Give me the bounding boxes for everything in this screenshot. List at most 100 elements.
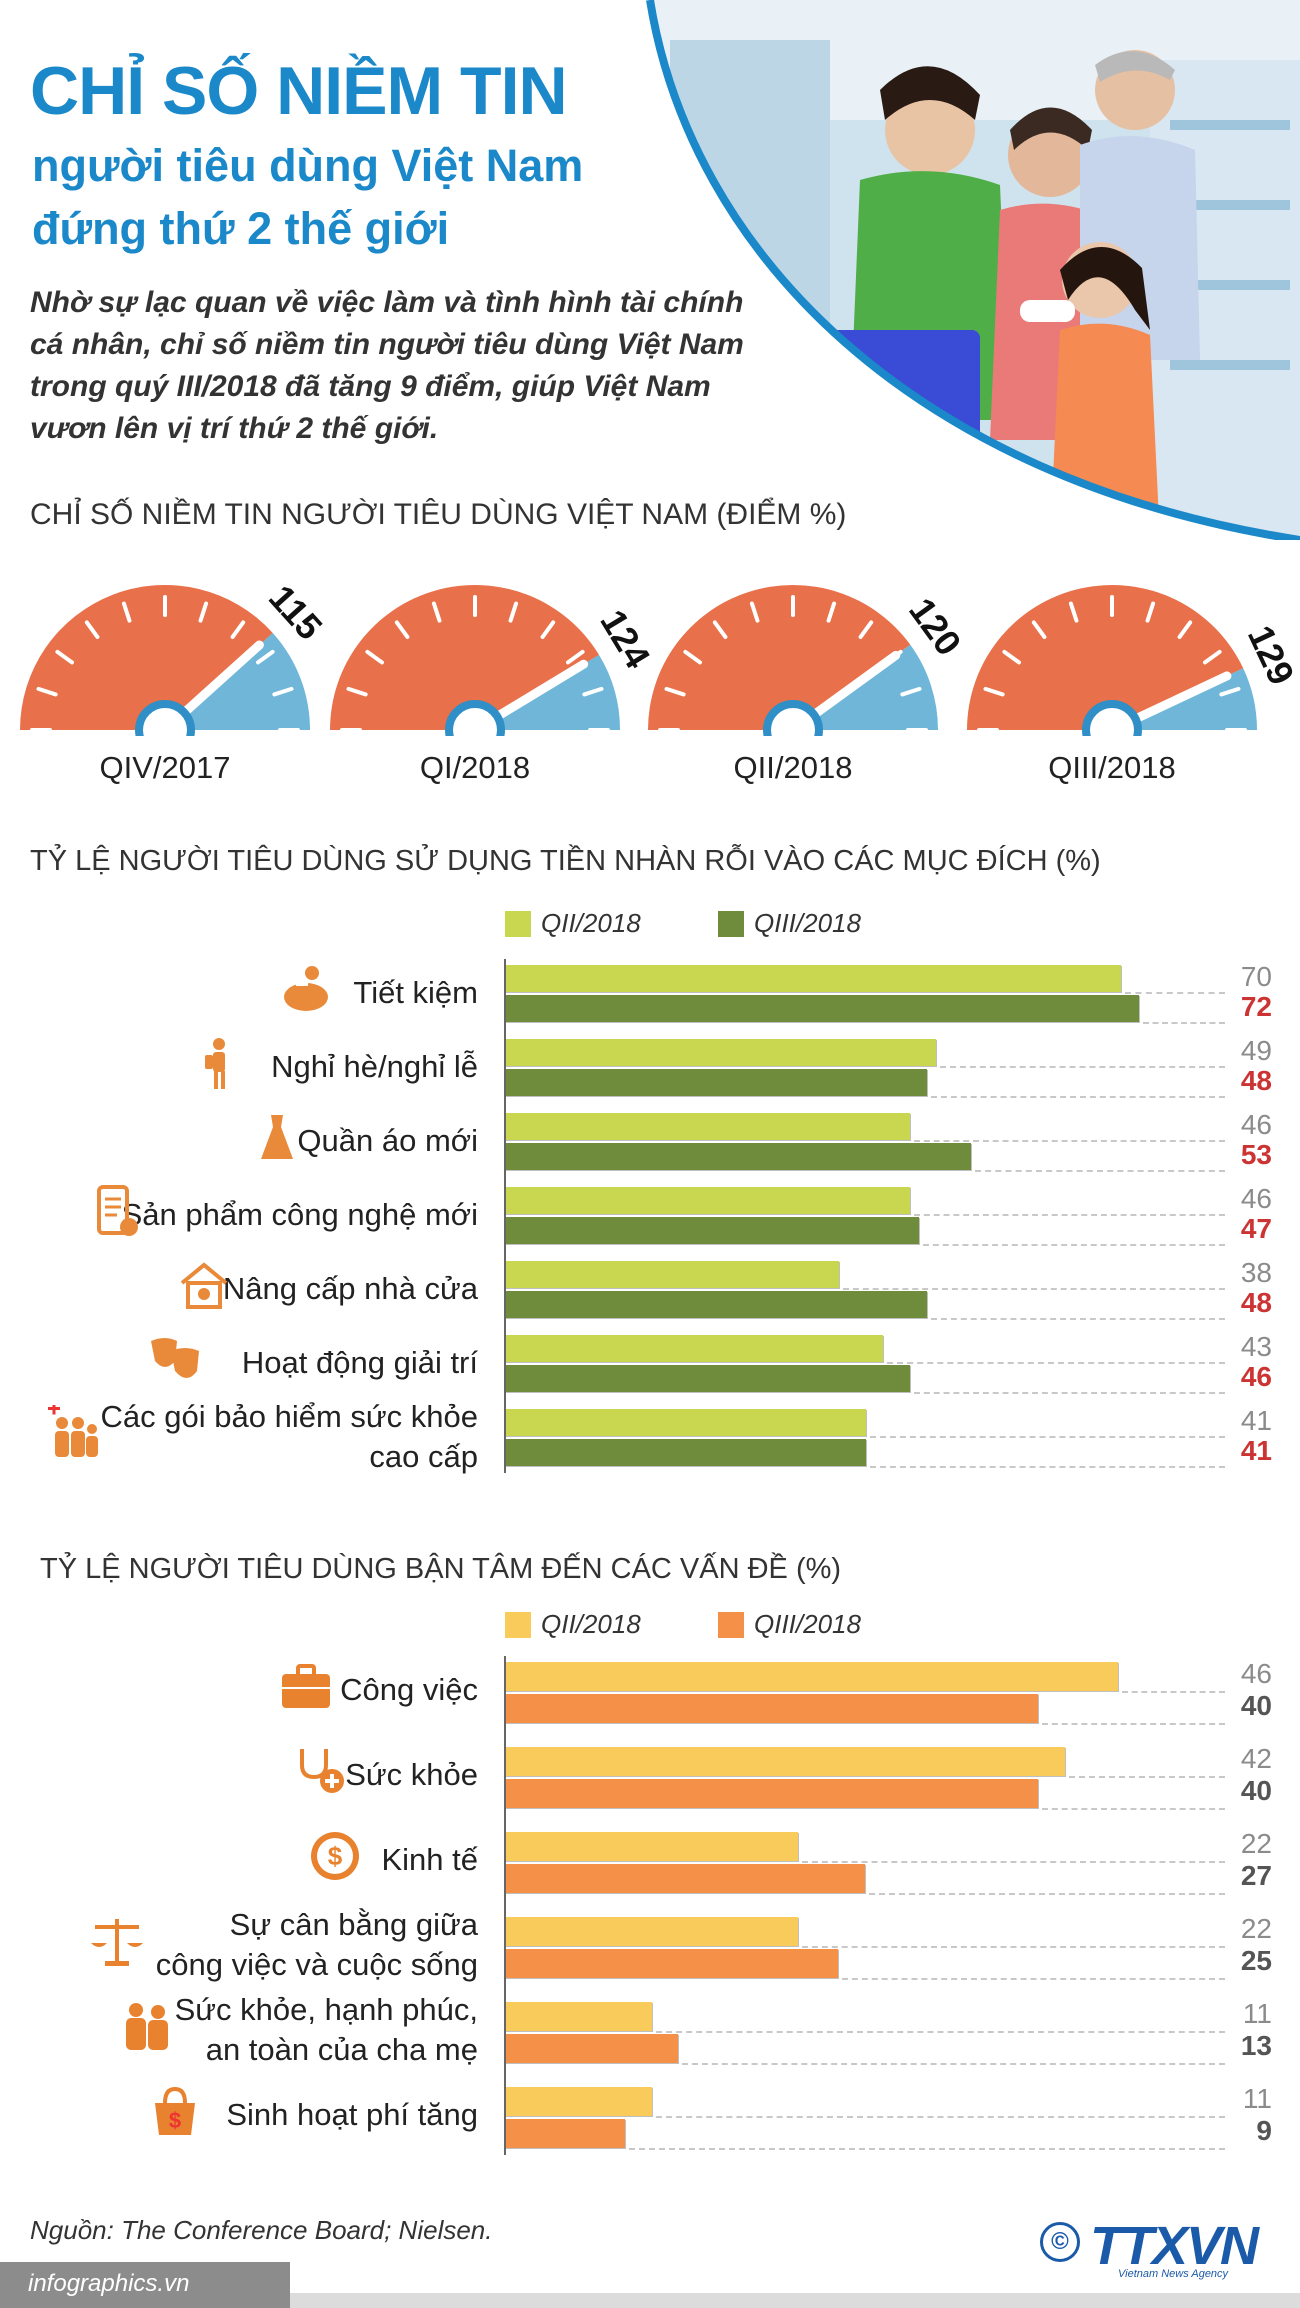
- piggy-bank-icon: [283, 966, 328, 1011]
- data-label: 25: [1240, 1945, 1272, 1976]
- page-subtitle-line2: đứng thứ 2 thế giới: [32, 203, 450, 254]
- category-icon-wrap: $: [307, 1828, 363, 1889]
- gauge-tick: [365, 649, 384, 665]
- category-label: Nghỉ hè/nghỉ lễ: [271, 1049, 478, 1084]
- category-icon-wrap: [89, 1183, 145, 1244]
- bar-prev: [505, 2087, 652, 2116]
- category-label: Sức khỏe: [345, 1757, 478, 1792]
- data-label: 42: [1240, 1743, 1272, 1774]
- gauge-tick: [394, 620, 410, 639]
- site-link[interactable]: infographics.vn: [28, 2270, 190, 2297]
- leader-line: [869, 1893, 1225, 1895]
- leader-line: [629, 2148, 1225, 2150]
- bar-prev: [505, 1039, 937, 1066]
- gauge-tick: [256, 649, 275, 665]
- category-label: Tiết kiệm: [353, 975, 478, 1010]
- gauge-value-arc: [20, 584, 273, 730]
- leader-line: [931, 1096, 1225, 1098]
- gauge-value-label: 129: [1240, 619, 1300, 691]
- bar-chart-1-title: TỶ LỆ NGƯỜI TIÊU DÙNG SỬ DỤNG TIỀN NHÀN …: [30, 845, 1101, 877]
- ttxvn-logo-subtext: Vietnam News Agency: [1118, 2268, 1229, 2280]
- bar-prev: [505, 1187, 910, 1214]
- data-label: 47: [1240, 1213, 1272, 1244]
- leader-line: [913, 1214, 1225, 1216]
- category-label: Công việc: [340, 1672, 478, 1707]
- bar-cur: [505, 2119, 625, 2148]
- leader-line: [869, 1466, 1225, 1468]
- gauge-base: [643, 736, 943, 776]
- svg-text:$: $: [169, 2108, 181, 2133]
- data-label: 41: [1240, 1405, 1272, 1436]
- y-axis-line: [504, 959, 506, 1473]
- gauge-tick: [540, 620, 556, 639]
- data-label: 38: [1240, 1257, 1272, 1288]
- gauge-tick: [1203, 649, 1222, 665]
- data-label: 46: [1240, 1183, 1272, 1214]
- gauge-base: [325, 736, 625, 776]
- leader-line: [1142, 1022, 1225, 1024]
- data-label: 48: [1240, 1287, 1272, 1318]
- bar-cur: [505, 1143, 972, 1170]
- data-label: 49: [1240, 1035, 1272, 1066]
- bar-prev: [505, 1409, 866, 1436]
- gauge-tick: [431, 601, 442, 623]
- category-label: Nâng cấp nhà cửa: [222, 1271, 478, 1306]
- gauge-category-label: QI/2018: [420, 750, 530, 785]
- data-label: 22: [1240, 1828, 1272, 1859]
- leader-line: [655, 2116, 1225, 2118]
- gauge-tick: [1145, 601, 1156, 623]
- theater-masks-icon: [151, 1338, 199, 1378]
- category-label: Hoạt động giải trí: [241, 1345, 478, 1380]
- footer-band: [0, 2293, 1300, 2308]
- data-label: 70: [1240, 961, 1272, 992]
- gauge-tick: [664, 686, 686, 697]
- bar-cur: [505, 1069, 928, 1096]
- legend-swatch-2: [718, 911, 744, 937]
- bar-prev: [505, 1747, 1065, 1776]
- category-label: Quần áo mới: [297, 1123, 478, 1158]
- category-icon-wrap: [191, 1035, 247, 1096]
- gauge-value-arc: [967, 585, 1244, 730]
- legend-swatch-2: [718, 1612, 744, 1638]
- category-icon-wrap: $: [147, 2083, 203, 2144]
- gauge-base: [15, 736, 315, 776]
- category-label: Sự cân bằng giữa công việc và cuộc sống: [155, 1907, 478, 1982]
- bar-prev: [505, 1662, 1119, 1691]
- bar-prev: [505, 2002, 652, 2031]
- leader-line: [1122, 1691, 1225, 1693]
- data-label: 43: [1240, 1331, 1272, 1362]
- balance-scale-icon: [91, 1919, 143, 1966]
- gauge-tick: [55, 649, 74, 665]
- bar-cur: [505, 1779, 1039, 1808]
- hiker-icon: [204, 1038, 225, 1089]
- bar-prev: [505, 1113, 910, 1140]
- category-label: Các gói bảo hiểm sức khỏe cao cấp: [100, 1399, 478, 1474]
- stethoscope-icon: [300, 1749, 344, 1793]
- legend-label-1: QII/2018: [541, 1609, 641, 1639]
- bar-cur: [505, 2034, 679, 2063]
- legend-label-1: QII/2018: [541, 908, 641, 938]
- bar-chart-2-title: TỶ LỆ NGƯỜI TIÊU DÙNG BẬN TÂM ĐẾN CÁC VẤ…: [40, 1553, 842, 1585]
- data-label: 22: [1240, 1913, 1272, 1944]
- category-icon-wrap: [118, 1998, 174, 2059]
- house-gear-icon: [180, 1262, 228, 1309]
- category-icon-wrap: [176, 1257, 232, 1318]
- legend-label-2: QIII/2018: [754, 908, 861, 938]
- intro-text: Nhờ sự lạc quan về việc làm và tình hình…: [30, 286, 744, 445]
- leader-line: [869, 1436, 1225, 1438]
- bar-cur: [505, 1694, 1039, 1723]
- bar-cur: [505, 1949, 839, 1978]
- bar-prev: [505, 1335, 884, 1362]
- gauge-tick: [346, 686, 368, 697]
- data-label: 46: [1240, 1361, 1272, 1392]
- legend-swatch-1: [505, 911, 531, 937]
- gauge-tick: [683, 649, 702, 665]
- leader-line: [1042, 1723, 1225, 1725]
- shopping-bag-dollar-icon: $: [155, 2086, 195, 2135]
- svg-text:$: $: [327, 1841, 342, 1871]
- gauge-tick: [749, 601, 760, 623]
- gauge-tick: [1031, 620, 1047, 639]
- gauge-tick: [1002, 649, 1021, 665]
- gauge-chart-title: CHỈ SỐ NIỀM TIN NGƯỜI TIÊU DÙNG VIỆT NAM…: [30, 498, 847, 531]
- leader-line: [887, 1362, 1225, 1364]
